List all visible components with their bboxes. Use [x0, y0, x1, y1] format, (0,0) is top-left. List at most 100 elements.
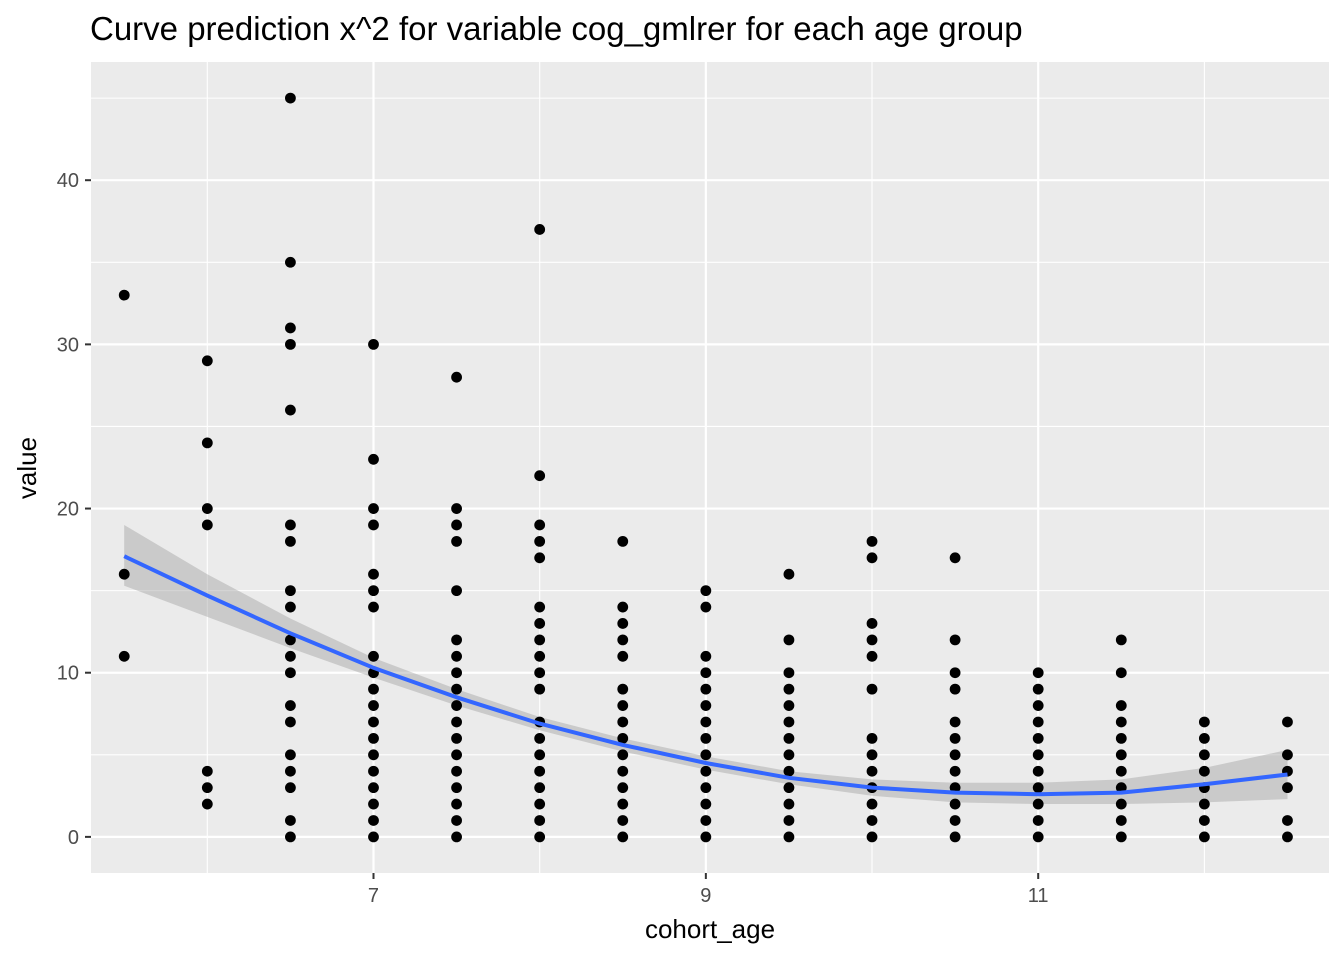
data-point — [866, 683, 878, 695]
data-point — [783, 749, 795, 761]
data-point — [285, 650, 296, 662]
data-point — [617, 798, 629, 810]
data-point — [700, 765, 712, 777]
data-point — [866, 535, 878, 547]
data-point — [451, 700, 462, 711]
data-point — [451, 650, 462, 662]
data-point — [201, 765, 213, 777]
x-tick-label: 11 — [1028, 885, 1049, 907]
data-point — [949, 765, 961, 777]
data-point — [285, 338, 296, 350]
data-point — [1198, 716, 1210, 728]
data-point — [1282, 782, 1293, 794]
data-point — [617, 683, 629, 695]
data-point — [368, 782, 379, 794]
data-point — [534, 831, 546, 843]
data-point — [451, 815, 462, 826]
data-point — [1198, 798, 1210, 810]
data-point — [783, 716, 795, 728]
data-point — [783, 732, 795, 744]
data-point — [285, 634, 296, 646]
data-point — [534, 782, 546, 794]
data-point — [451, 716, 462, 728]
data-point — [368, 601, 379, 613]
data-point — [949, 716, 961, 728]
data-point — [783, 765, 795, 777]
data-point — [1198, 815, 1210, 826]
y-tick-label: 10 — [57, 663, 79, 685]
data-point — [1282, 749, 1293, 761]
data-point — [451, 683, 462, 695]
data-point — [783, 815, 795, 826]
data-point — [201, 798, 213, 810]
data-point — [285, 700, 296, 711]
data-point — [368, 831, 379, 843]
data-point — [451, 732, 462, 744]
data-point — [1115, 634, 1127, 646]
data-point — [700, 831, 712, 843]
data-point — [1115, 765, 1127, 777]
chart-title: Curve prediction x^2 for variable cog_gm… — [90, 10, 1023, 47]
data-point — [368, 683, 379, 695]
confidence-ribbon — [124, 525, 1288, 804]
data-point — [866, 798, 878, 810]
data-point — [368, 519, 379, 531]
data-point — [866, 765, 878, 777]
data-point — [534, 601, 546, 613]
data-point — [1032, 749, 1044, 761]
data-point — [1032, 732, 1044, 744]
data-point — [1115, 815, 1127, 826]
data-point — [534, 765, 546, 777]
data-point — [1198, 831, 1210, 843]
data-point — [118, 289, 130, 301]
x-axis-title: cohort_age — [645, 914, 775, 944]
data-point — [534, 667, 546, 679]
data-point — [783, 683, 795, 695]
data-point — [617, 716, 629, 728]
data-point — [368, 716, 379, 728]
data-point — [451, 535, 462, 547]
data-point — [534, 634, 546, 646]
data-point — [617, 765, 629, 777]
data-point — [534, 535, 546, 547]
data-point — [451, 782, 462, 794]
confidence-band — [124, 525, 1288, 804]
data-point — [700, 782, 712, 794]
data-point — [700, 716, 712, 728]
data-point — [617, 634, 629, 646]
data-point — [368, 732, 379, 744]
fit-curve — [123, 554, 1288, 797]
data-point — [534, 618, 546, 629]
data-point — [1198, 765, 1210, 777]
data-point — [451, 765, 462, 777]
data-point — [700, 601, 712, 613]
y-tick-label: 30 — [57, 334, 79, 356]
data-point — [949, 749, 961, 761]
data-point — [1115, 831, 1127, 843]
data-point — [700, 700, 712, 711]
data-point — [285, 404, 296, 416]
data-point — [1115, 667, 1127, 679]
data-point — [617, 831, 629, 843]
data-point — [866, 650, 878, 662]
data-point — [700, 683, 712, 695]
data-point — [1032, 765, 1044, 777]
data-point — [783, 798, 795, 810]
data-point — [534, 650, 546, 662]
data-point — [700, 585, 712, 597]
data-point — [1032, 815, 1044, 826]
data-point — [617, 618, 629, 629]
data-point — [949, 634, 961, 646]
data-point — [949, 552, 961, 564]
data-point — [1032, 700, 1044, 711]
data-point — [783, 782, 795, 794]
data-point — [368, 765, 379, 777]
data-point — [866, 815, 878, 826]
y-tick-label: 20 — [57, 499, 79, 521]
data-point — [285, 256, 296, 268]
data-point — [285, 815, 296, 826]
data-point — [1198, 732, 1210, 744]
data-point — [700, 667, 712, 679]
data-point — [368, 650, 379, 662]
